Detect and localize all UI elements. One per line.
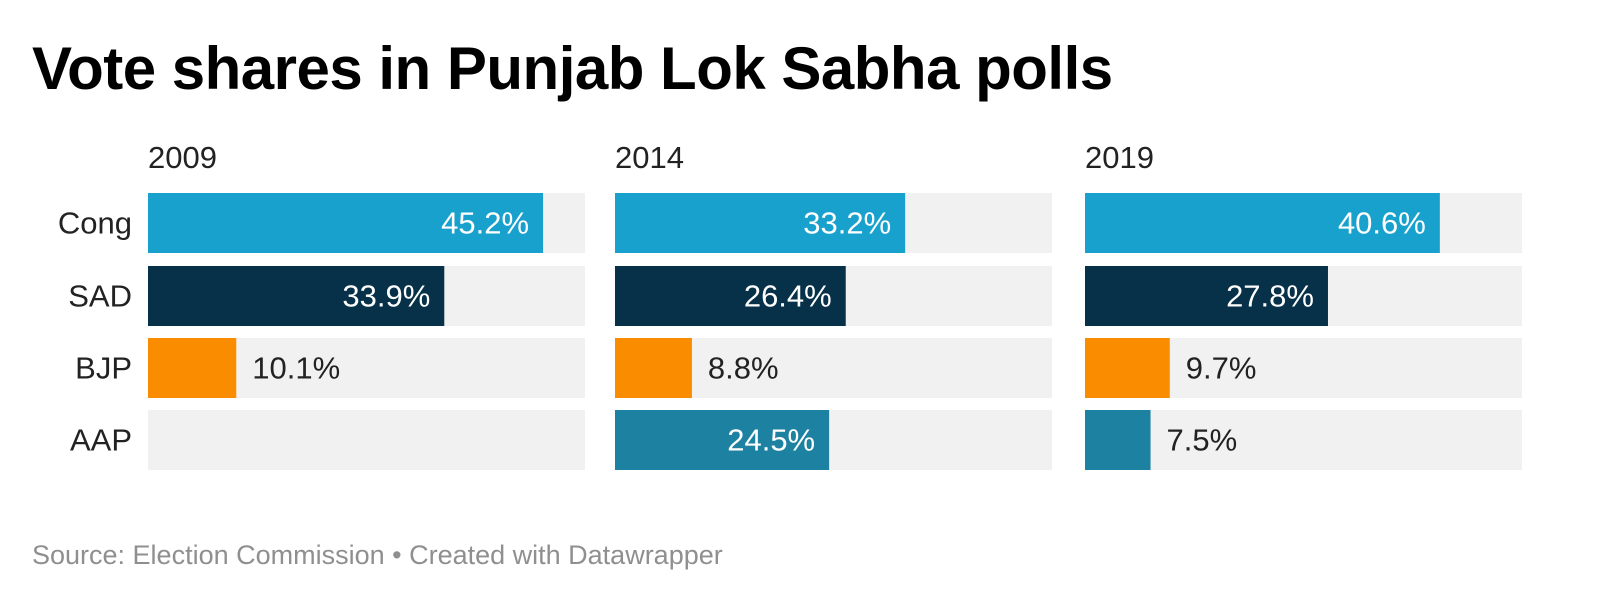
- bar-2009-sad: [148, 266, 445, 326]
- bar-2014-sad: [615, 266, 846, 326]
- bar-2014-bjp: [615, 338, 692, 398]
- category-label-bjp: BJP: [75, 351, 132, 386]
- data-label-2014-aap: 24.5%: [727, 423, 815, 458]
- category-label-sad: SAD: [68, 279, 132, 314]
- bar-2014-aap: [615, 410, 830, 470]
- source-footer: Source: Election Commission • Created wi…: [32, 540, 723, 570]
- bar-2019-bjp: [1085, 338, 1170, 398]
- category-label-cong: Cong: [58, 206, 132, 241]
- bar-2019-sad: [1085, 266, 1328, 326]
- panel-label-2014: 2014: [615, 140, 684, 175]
- bar-2009-bjp: [148, 338, 237, 398]
- panel-label-2019: 2019: [1085, 140, 1154, 175]
- data-label-2014-cong: 33.2%: [803, 206, 891, 241]
- data-label-2014-bjp: 8.8%: [708, 351, 779, 386]
- bar-2009-cong: [148, 193, 544, 253]
- data-label-2014-sad: 26.4%: [744, 279, 832, 314]
- data-label-2019-aap: 7.5%: [1167, 423, 1238, 458]
- data-label-2019-cong: 40.6%: [1338, 206, 1426, 241]
- chart-title: Vote shares in Punjab Lok Sabha polls: [32, 35, 1113, 102]
- bar-background-2019-aap: [1085, 410, 1522, 470]
- category-label-aap: AAP: [70, 423, 132, 458]
- bar-2019-cong: [1085, 193, 1440, 253]
- bar-2019-aap: [1085, 410, 1151, 470]
- data-label-2019-sad: 27.8%: [1226, 279, 1314, 314]
- panel-label-2009: 2009: [148, 140, 217, 175]
- vote-share-chart: Cong SAD BJP AAP 2009 45.2% 33.9% 10.1% 2014 33.2…: [58, 140, 1522, 470]
- data-label-2009-bjp: 10.1%: [252, 351, 340, 386]
- data-label-2009-cong: 45.2%: [441, 206, 529, 241]
- bar-2014-cong: [615, 193, 906, 253]
- bar-background-2009-aap: [148, 410, 585, 470]
- data-label-2009-sad: 33.9%: [342, 279, 430, 314]
- data-label-2019-bjp: 9.7%: [1186, 351, 1257, 386]
